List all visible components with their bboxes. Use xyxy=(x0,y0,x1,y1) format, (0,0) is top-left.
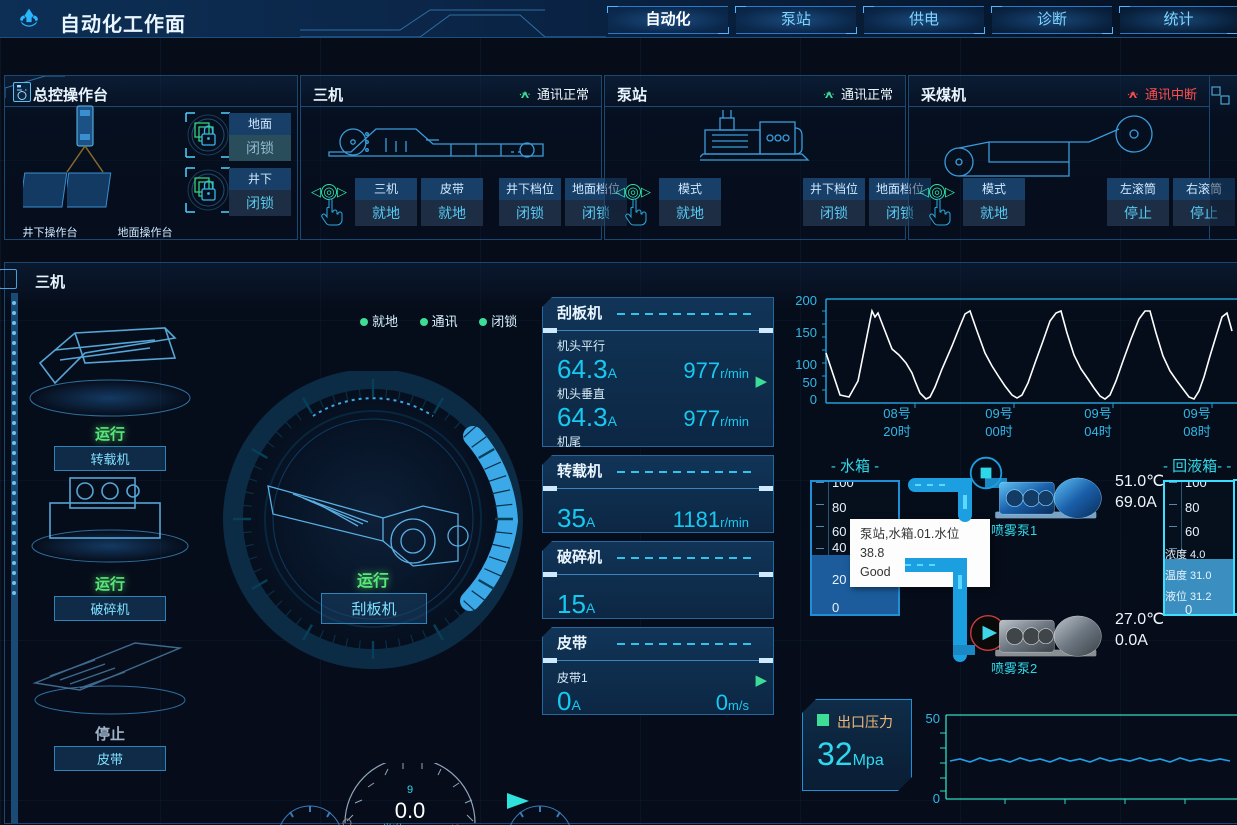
svg-text:08号: 08号 xyxy=(883,406,910,421)
svg-text:0.0: 0.0 xyxy=(395,798,426,823)
svg-text:100: 100 xyxy=(795,357,817,372)
svg-text:50: 50 xyxy=(803,375,817,390)
svg-text:200: 200 xyxy=(795,293,817,308)
svg-text:0: 0 xyxy=(933,791,940,806)
svg-text:150: 150 xyxy=(795,325,817,340)
svg-text:09号: 09号 xyxy=(985,406,1012,421)
svg-text:09号: 09号 xyxy=(1084,406,1111,421)
svg-text:9: 9 xyxy=(407,784,413,796)
svg-text:50: 50 xyxy=(926,711,940,726)
svg-text:0: 0 xyxy=(810,392,817,407)
svg-text:09号: 09号 xyxy=(1183,406,1210,421)
